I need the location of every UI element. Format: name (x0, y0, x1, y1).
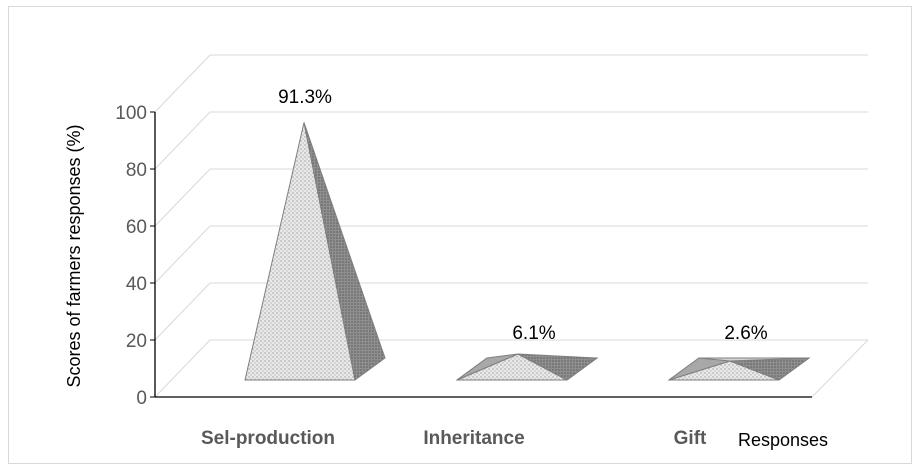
data-label: 2.6% (724, 323, 767, 344)
pyramid-sel-production (244, 122, 386, 381)
pyramid-side-face (303, 122, 386, 381)
y-axis-title: Scores of farmers responses (%) (64, 124, 84, 387)
data-label: 91.3% (278, 87, 332, 108)
pyramid-side-face (729, 357, 811, 381)
y-tick-label: 20 (126, 331, 147, 352)
pyramid-inheritance (455, 353, 599, 381)
gridline-diagonal (154, 111, 211, 170)
pyramids (244, 122, 811, 381)
gridline-diagonal (154, 225, 211, 284)
y-tick-label: 0 (136, 388, 147, 409)
floor-edge (811, 339, 869, 398)
x-category-label: Gift (674, 428, 707, 449)
x-category-label: Inheritance (423, 428, 524, 449)
pyramid-gift (667, 357, 811, 381)
data-label: 6.1% (512, 323, 555, 344)
pyramid-side-face (517, 353, 599, 381)
axes (150, 111, 812, 398)
gridline-diagonal (154, 282, 211, 341)
x-category-label: Sel-production (201, 428, 335, 449)
y-tick-label: 100 (115, 103, 147, 124)
pyramid-left-face (668, 357, 731, 381)
labels: 0 20 40 60 80 100 91.3% Sel-production 6.1% Inher… (115, 87, 767, 449)
gridline-diagonal (154, 168, 211, 227)
chart-frame (8, 6, 912, 464)
pyramid-left-face (456, 353, 519, 381)
y-tick-label: 60 (126, 217, 147, 238)
y-tick-label: 80 (126, 160, 147, 181)
y-tick-label: 40 (126, 274, 147, 295)
gridline-diagonal (154, 339, 211, 398)
gridline-diagonal (154, 54, 211, 113)
x-axis-title: Responses (738, 430, 828, 450)
